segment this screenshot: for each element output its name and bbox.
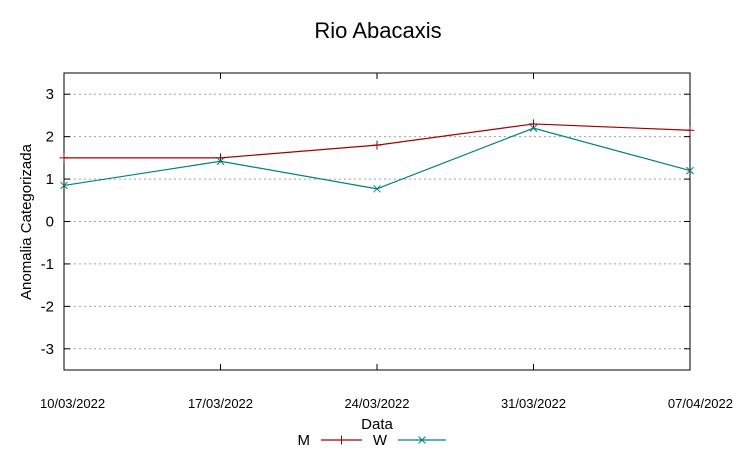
cross-marker [216, 157, 225, 166]
plus-marker [372, 140, 382, 150]
legend-label-m: M [298, 432, 311, 449]
series-line-w [63, 127, 691, 190]
x-tick-label: 31/03/2022 [501, 396, 566, 411]
plot-frame [63, 72, 691, 371]
x-tick-label: 07/04/2022 [668, 396, 733, 411]
cross-marker [60, 181, 68, 190]
y-tick-label: 1 [46, 171, 54, 188]
cross-marker [529, 124, 538, 133]
y-axis-label: Anomalia Categorizada [18, 143, 35, 300]
cross-marker [686, 166, 694, 175]
legend-label-w: W [373, 432, 388, 449]
marker-stroke [216, 157, 225, 166]
y-tick-label: 0 [46, 214, 54, 231]
chart-title: Rio Abacaxis [314, 18, 441, 43]
marker-stroke [686, 166, 694, 175]
y-tick-label: 3 [46, 86, 54, 103]
x-tick-label: 17/03/2022 [188, 396, 253, 411]
y-tick-label: -3 [41, 341, 54, 358]
y-tick-label: 2 [46, 129, 54, 146]
marker-stroke [418, 436, 426, 444]
plus-marker [529, 119, 538, 129]
y-axis: 3 2 1 0 -1 -2 -3 [41, 86, 690, 358]
x-tick-label: 10/03/2022 [40, 396, 105, 411]
x-axis: 10/03/2022 17/03/2022 24/03/2022 31/03/2022… [40, 73, 733, 411]
y-tick-label: -1 [41, 256, 54, 273]
series-group [59, 119, 695, 193]
plus-marker [685, 125, 695, 135]
plus-marker [337, 435, 346, 445]
cross-marker [373, 184, 381, 193]
gridlines [64, 93, 690, 350]
marker-stroke [60, 181, 68, 190]
marker-stroke [373, 184, 381, 193]
plus-marker [59, 153, 69, 163]
x-axis-label: Data [361, 416, 393, 433]
y-tick-label: -2 [41, 298, 54, 315]
x-tick-label: 24/03/2022 [344, 396, 409, 411]
marker-stroke [529, 124, 538, 133]
cross-marker [418, 436, 426, 444]
